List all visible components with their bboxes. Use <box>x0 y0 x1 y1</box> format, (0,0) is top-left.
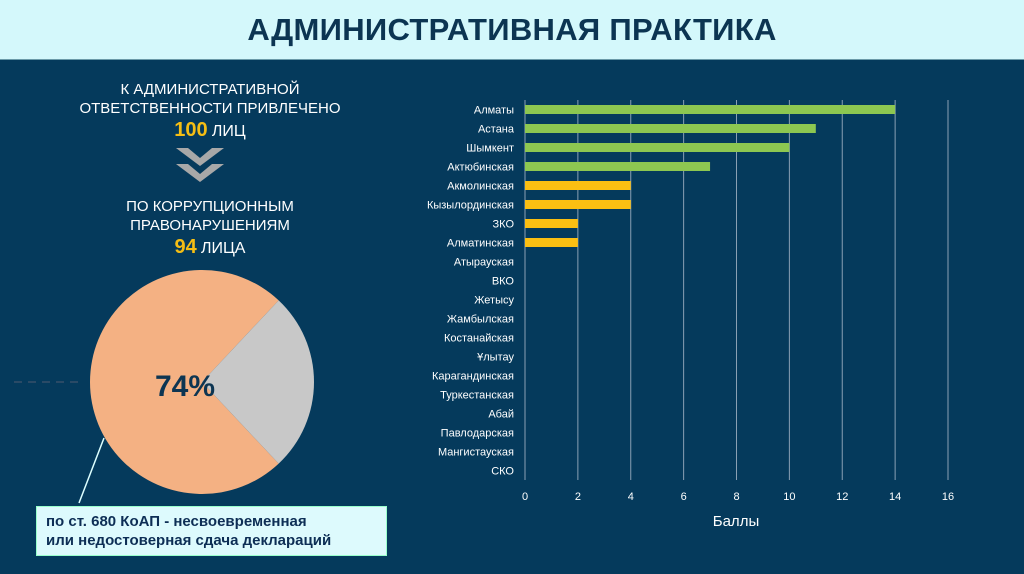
callout-line1: по ст. 680 КоАП - несвоевременная <box>46 513 307 530</box>
callout-box: по ст. 680 КоАП - несвоевременная или не… <box>36 506 387 556</box>
corruption-line1: ПО КОРРУПЦИОННЫМ <box>126 198 294 215</box>
x-tick-label: 10 <box>783 491 795 503</box>
category-label: ЗКО <box>493 219 515 231</box>
pie-chart: 74% <box>14 270 315 504</box>
category-label: Атырауская <box>454 257 514 269</box>
pie-slice-1 <box>202 300 315 464</box>
corruption-line2: ПРАВОНАРУШЕНИЯМ <box>130 217 290 234</box>
x-axis-label: Баллы <box>713 513 759 530</box>
total-text: К АДМИНИСТРАТИВНОЙ ОТВЕТСТВЕННОСТИ ПРИВЛ… <box>0 80 420 141</box>
x-tick-label: 12 <box>836 491 848 503</box>
category-label: Мангистауская <box>438 447 514 459</box>
bar <box>525 181 631 190</box>
pie-label-74: 74% <box>155 370 215 403</box>
corruption-unit: ЛИЦА <box>200 240 246 257</box>
total-unit: ЛИЦ <box>211 123 246 140</box>
x-tick-label: 16 <box>942 491 954 503</box>
x-tick-label: 4 <box>628 491 634 503</box>
category-label: Жамбылская <box>447 314 514 326</box>
pie-slice-0 <box>90 270 279 494</box>
callout-line2: или недостоверная сдача деклараций <box>46 532 332 549</box>
x-tick-label: 2 <box>575 491 581 503</box>
category-label: Акмолинская <box>447 181 514 193</box>
x-tick-label: 6 <box>681 491 687 503</box>
category-label: Шымкент <box>466 143 514 155</box>
category-label: Абай <box>488 409 514 421</box>
bar <box>525 143 790 152</box>
category-label: Карагандинская <box>432 371 514 383</box>
category-label: ВКО <box>492 276 515 288</box>
page-title: АДМИНИСТРАТИВНАЯ ПРАКТИКА <box>247 11 777 47</box>
bar <box>525 238 578 247</box>
bar <box>525 105 896 114</box>
x-tick-label: 14 <box>889 491 901 503</box>
header-bar: АДМИНИСТРАТИВНАЯ ПРАКТИКА <box>0 0 1024 60</box>
bar <box>525 162 711 171</box>
category-label: Жетысу <box>474 295 514 307</box>
bar <box>525 124 816 133</box>
callout-leader <box>78 437 105 504</box>
total-line2: ОТВЕТСТВЕННОСТИ ПРИВЛЕЧЕНО <box>79 100 341 117</box>
category-label: Алматы <box>474 105 514 117</box>
category-label: Кызылординская <box>427 200 514 212</box>
category-label: Туркестанская <box>440 390 514 402</box>
category-label: Костанайская <box>444 333 514 345</box>
category-label: Ұлытау <box>477 352 514 364</box>
category-label: Актюбинская <box>447 162 514 174</box>
category-label: СКО <box>491 466 514 478</box>
total-count: 100 <box>174 119 208 141</box>
category-label: Астана <box>478 124 515 136</box>
category-label: Алматинская <box>447 238 514 250</box>
bar <box>525 219 578 228</box>
double-chevron-down-icon <box>176 148 224 182</box>
total-line1: К АДМИНИСТРАТИВНОЙ <box>120 81 300 98</box>
x-tick-label: 8 <box>733 491 739 503</box>
bar <box>525 200 631 209</box>
corruption-count: 94 <box>174 236 197 258</box>
corruption-text: ПО КОРРУПЦИОННЫМ ПРАВОНАРУШЕНИЯМ 94 ЛИЦА <box>0 197 420 258</box>
x-tick-label: 0 <box>522 491 528 503</box>
category-label: Павлодарская <box>441 428 514 440</box>
